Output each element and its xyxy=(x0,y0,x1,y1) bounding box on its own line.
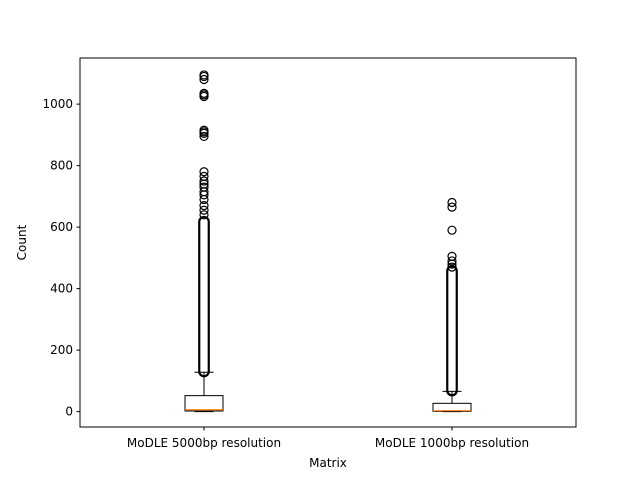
outlier-point xyxy=(199,131,209,142)
outlier-point xyxy=(447,197,457,208)
outlier-point xyxy=(199,70,209,80)
x-tick-label: MoDLE 1000bp resolution xyxy=(375,436,529,450)
outlier-point xyxy=(199,210,209,220)
box-group xyxy=(184,70,224,413)
outlier-point xyxy=(447,251,457,261)
y-axis-label: Count xyxy=(15,224,29,260)
outlier-point xyxy=(447,225,457,235)
outlier-point xyxy=(199,171,209,181)
outlier-point xyxy=(199,205,209,215)
y-tick-label: 200 xyxy=(50,343,73,357)
box-group xyxy=(432,197,472,413)
plot-area xyxy=(80,58,576,427)
x-tick-label: MoDLE 5000bp resolution xyxy=(127,436,281,450)
boxes-layer xyxy=(184,70,472,413)
outlier-point xyxy=(199,74,209,85)
outlier-point xyxy=(199,167,209,177)
iqr-box xyxy=(432,402,472,412)
x-axis: MoDLE 5000bp resolution MoDLE 1000bp reso… xyxy=(127,427,529,450)
outlier-point xyxy=(199,201,209,211)
outlier-point xyxy=(447,262,457,272)
plot-frame xyxy=(79,57,577,428)
y-tick-label: 600 xyxy=(50,220,73,234)
y-axis: 0 200 400 600 800 1000 xyxy=(42,97,80,419)
y-tick-label: 400 xyxy=(50,282,73,296)
iqr-box xyxy=(184,395,224,412)
y-tick-label: 1000 xyxy=(42,97,73,111)
outlier-point xyxy=(199,125,209,135)
outlier-point xyxy=(447,202,457,212)
y-tick-label: 0 xyxy=(65,405,73,419)
outlier-point xyxy=(447,256,457,266)
outlier-point xyxy=(199,182,209,192)
y-tick-label: 800 xyxy=(50,159,73,173)
outlier-point xyxy=(199,88,209,98)
outlier-point xyxy=(199,176,209,186)
x-axis-label: Matrix xyxy=(309,456,347,470)
